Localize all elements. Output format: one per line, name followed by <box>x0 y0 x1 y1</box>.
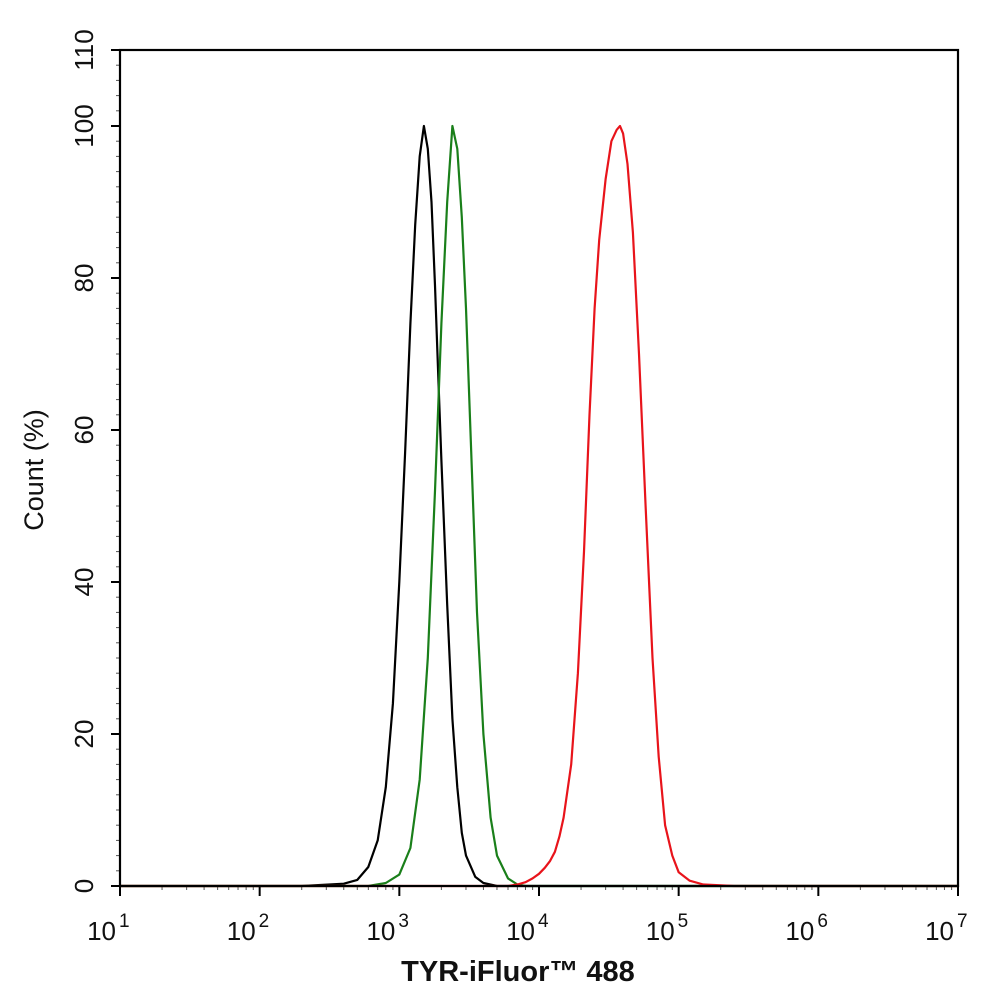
x-tick-label: 10 3 <box>366 911 409 946</box>
y-tick-label: 80 <box>69 264 99 293</box>
x-tick-base: 10 <box>366 916 395 946</box>
x-tick-exponent: 7 <box>957 911 968 932</box>
y-tick-label: 110 <box>69 29 99 70</box>
x-tick-base: 10 <box>506 916 535 946</box>
x-tick-exponent: 3 <box>398 911 409 932</box>
x-tick-label: 10 6 <box>785 911 828 946</box>
y-tick-label: 40 <box>69 568 99 597</box>
x-tick-exponent: 5 <box>678 911 689 932</box>
x-tick-label: 10 1 <box>87 911 130 946</box>
y-tick-label: 0 <box>69 879 99 893</box>
y-axis-title: Count (%) <box>19 409 49 531</box>
x-tick-base: 10 <box>785 916 814 946</box>
major-ticks <box>111 49 959 896</box>
x-tick-label: 10 4 <box>506 911 549 946</box>
x-tick-exponent: 2 <box>259 911 270 932</box>
x-tick-base: 10 <box>646 916 675 946</box>
y-tick-label: 60 <box>69 416 99 445</box>
x-tick-base: 10 <box>87 916 116 946</box>
x-tick-base: 10 <box>227 916 256 946</box>
histogram-series-2 <box>118 124 960 888</box>
series-layer <box>118 124 960 888</box>
histogram-series-3 <box>118 124 960 888</box>
histogram-series-1 <box>118 124 960 888</box>
y-tick-label: 20 <box>69 720 99 749</box>
x-tick-label: 10 7 <box>925 911 968 946</box>
x-tick-base: 10 <box>925 916 954 946</box>
x-axis-title: TYR-iFluor™ 488 <box>401 956 635 988</box>
x-tick-exponent: 1 <box>119 911 130 932</box>
x-tick-exponent: 4 <box>538 911 549 932</box>
y-tick-label: 100 <box>69 104 99 147</box>
x-tick-exponent: 6 <box>817 911 828 932</box>
x-tick-label: 10 5 <box>646 911 689 946</box>
x-tick-label: 10 2 <box>227 911 270 946</box>
